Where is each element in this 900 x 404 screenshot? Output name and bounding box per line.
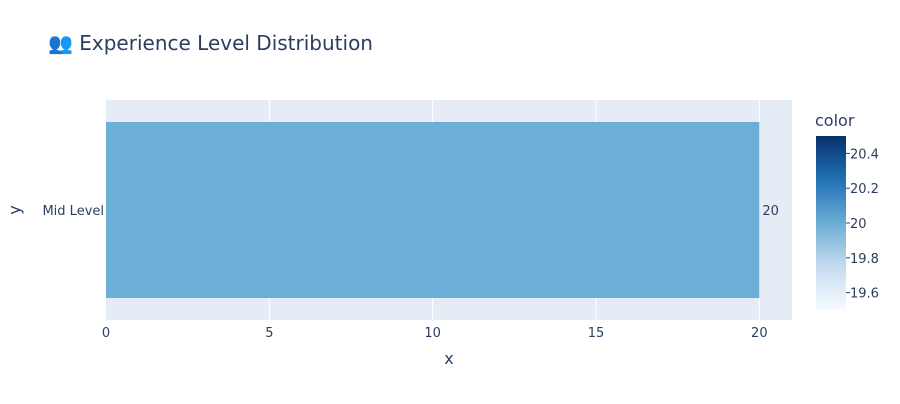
x-axis-title: x bbox=[444, 349, 453, 368]
chart-title: 👥 Experience Level Distribution bbox=[48, 31, 373, 55]
x-tick-label: 15 bbox=[588, 326, 605, 341]
colorbar-tick-label: 20 bbox=[850, 217, 867, 232]
y-tick-labels: Mid Level bbox=[42, 204, 104, 219]
x-tick-labels: 0 5 10 15 20 bbox=[102, 326, 768, 341]
y-axis-title: y bbox=[5, 205, 24, 214]
x-tick-label: 5 bbox=[265, 326, 273, 341]
colorbar-tick-labels: 19.6 19.8 20 20.2 20.4 bbox=[846, 147, 879, 302]
x-tick-label: 10 bbox=[424, 326, 441, 341]
colorbar-title: color bbox=[815, 111, 855, 130]
colorbar bbox=[816, 136, 846, 310]
x-tick-label: 0 bbox=[102, 326, 110, 341]
colorbar-tick-label: 20.2 bbox=[850, 182, 879, 197]
bars bbox=[106, 122, 760, 298]
colorbar-tick-label: 19.6 bbox=[850, 287, 879, 302]
y-tick-label: Mid Level bbox=[42, 204, 104, 219]
data-labels: 20 bbox=[762, 204, 779, 219]
colorbar-tick-label: 20.4 bbox=[850, 147, 879, 162]
colorbar-tick-label: 19.8 bbox=[850, 252, 879, 267]
bar[interactable] bbox=[106, 122, 760, 298]
bar-value-label: 20 bbox=[762, 204, 779, 219]
x-tick-label: 20 bbox=[751, 326, 768, 341]
